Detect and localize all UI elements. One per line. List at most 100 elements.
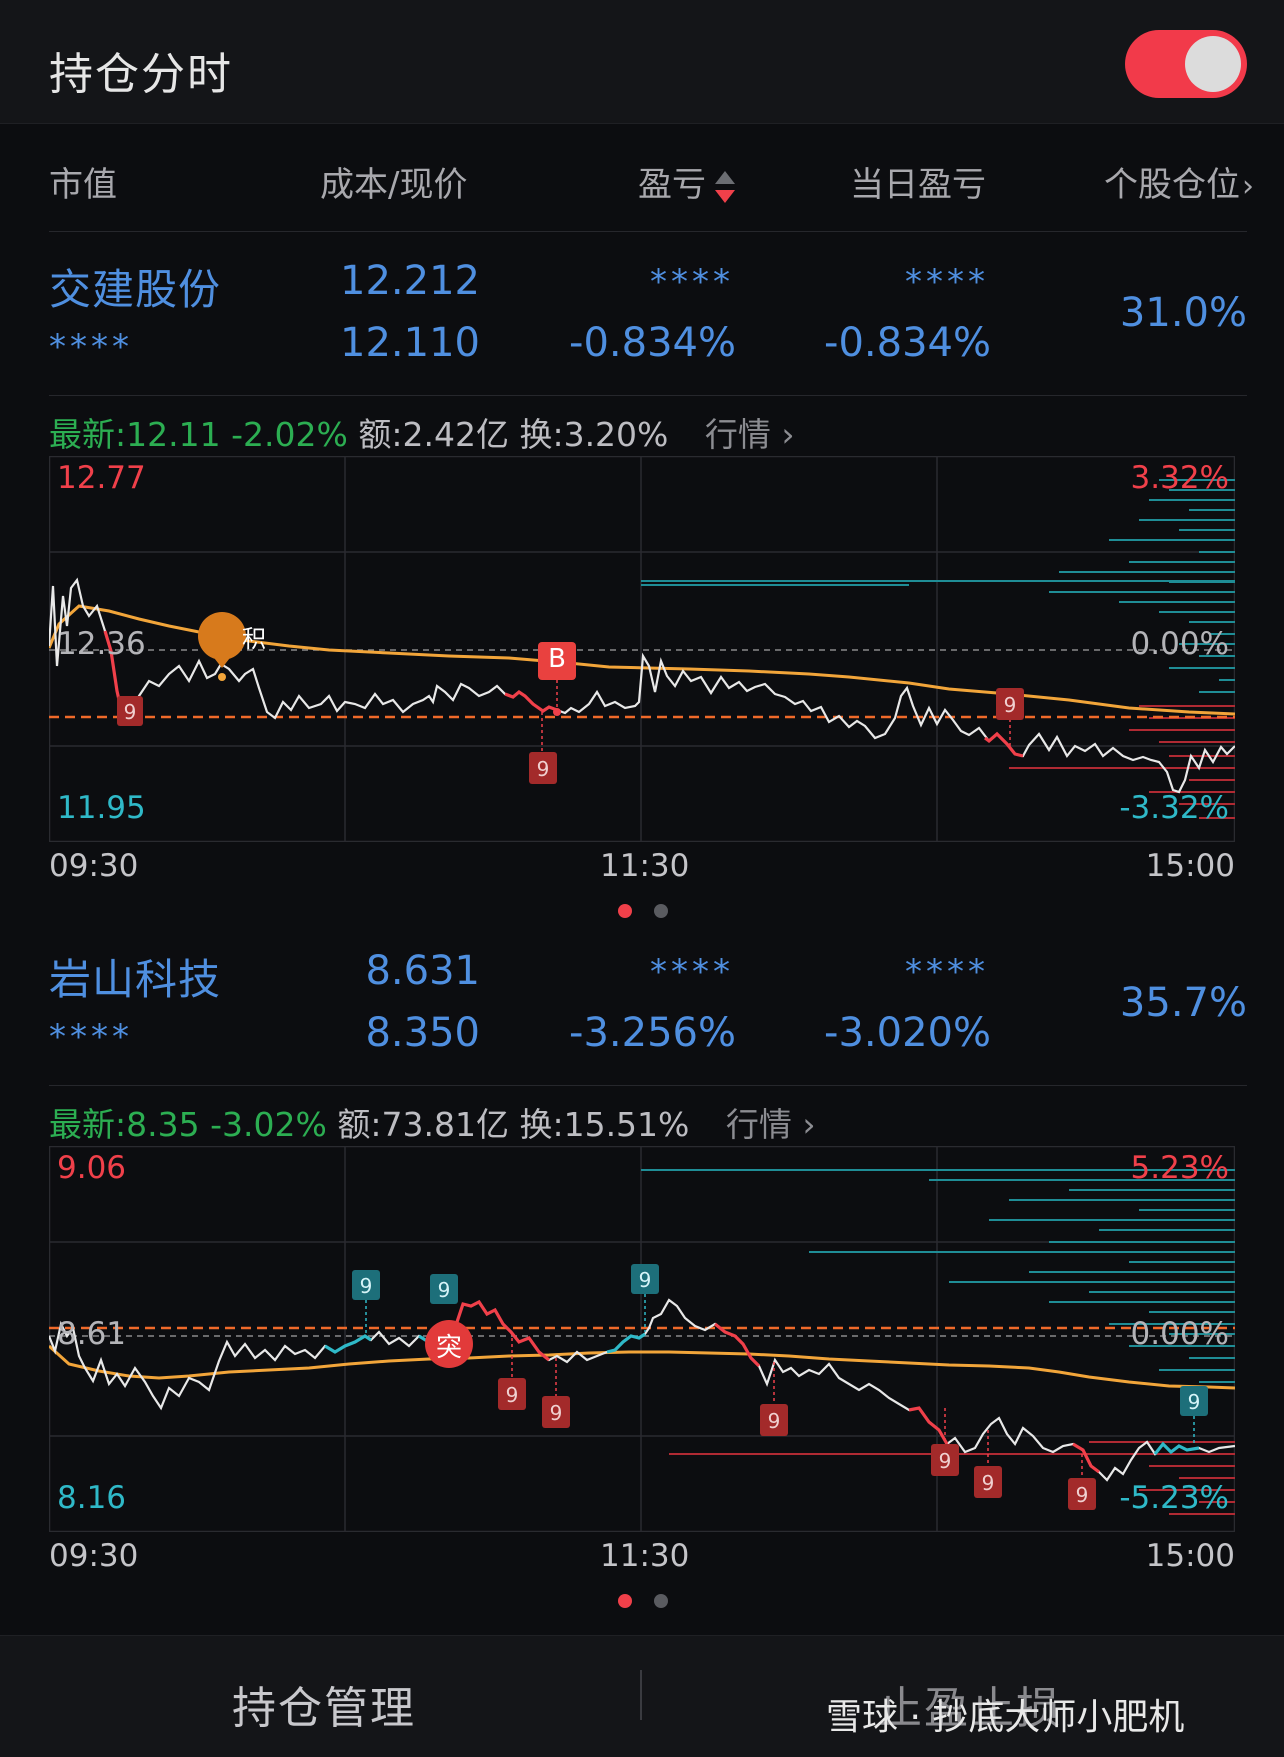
svg-text:9: 9: [1004, 693, 1017, 717]
day-pnl-masked: ****: [905, 952, 989, 992]
toggle-knob: [1185, 36, 1241, 92]
amount: 额:73.81亿: [337, 1105, 509, 1144]
price-low: 8.16: [57, 1480, 127, 1516]
stop-profit-loss-button[interactable]: 止盈止损: [878, 1683, 1062, 1734]
divider: [49, 395, 1247, 396]
svg-text:9: 9: [506, 1383, 519, 1407]
cost-value: 8.631: [365, 948, 480, 994]
svg-text:9: 9: [124, 700, 137, 724]
header-pnl[interactable]: 盈亏: [638, 157, 736, 206]
day-pnl-pct: -0.834%: [824, 320, 991, 366]
pnl-pct: -0.834%: [569, 320, 736, 366]
top-bar: 持仓分时: [0, 0, 1284, 124]
svg-text:9: 9: [768, 1409, 781, 1433]
svg-text:9: 9: [438, 1278, 451, 1302]
ji-marker: [198, 612, 246, 681]
signal-marker: 9: [1068, 1448, 1096, 1510]
quote-link-label: 行情: [704, 415, 771, 454]
price-mid: 8.61: [57, 1316, 127, 1352]
masked-market-value: ****: [49, 1017, 133, 1057]
stock-name[interactable]: 岩山科技: [49, 955, 222, 1004]
time-mid: 11:30: [600, 1538, 690, 1574]
pct-mid: 0.00%: [1130, 1316, 1229, 1352]
header-cost-price[interactable]: 成本/现价: [320, 165, 468, 205]
svg-text:9: 9: [939, 1449, 952, 1473]
signal-marker: 9: [931, 1408, 959, 1476]
time-end: 15:00: [1145, 848, 1235, 884]
quote-link[interactable]: 行情 ›: [726, 1105, 816, 1144]
bottom-bar: 持仓管理 止盈止损: [0, 1635, 1284, 1757]
chart-1-svg: 9 9 9: [49, 456, 1235, 842]
page-title: 持仓分时: [49, 49, 233, 100]
page-indicator[interactable]: [618, 904, 678, 918]
price-low: 11.95: [57, 790, 146, 826]
day-pnl-masked: ****: [905, 262, 989, 302]
pct-low: -5.23%: [1119, 1480, 1229, 1516]
change-pct: -2.02%: [231, 415, 348, 454]
intraday-chart-1[interactable]: 9 9 9 积 B 12.77 12.36 11.95 3.32% 0.00% …: [49, 456, 1235, 842]
bottom-separator: [640, 1670, 642, 1720]
svg-text:9: 9: [550, 1401, 563, 1425]
svg-text:9: 9: [1188, 1390, 1201, 1414]
chevron-right-icon: ›: [791, 1105, 816, 1144]
ji-marker-label: 积: [242, 625, 266, 653]
svg-text:9: 9: [360, 1274, 373, 1298]
position-pct: 35.7%: [1119, 980, 1247, 1026]
turnover: 换:3.20%: [519, 415, 669, 454]
signal-marker: 9: [996, 688, 1024, 746]
watermark: 雪球 · 抄底大师小肥机: [826, 1697, 1185, 1738]
divider: [49, 231, 1247, 232]
latest-price: 最新:8.35: [49, 1105, 200, 1144]
amount: 额:2.42亿: [358, 415, 509, 454]
quote-line: 最新:12.11 -2.02% 额:2.42亿 换:3.20% 行情 ›: [49, 408, 795, 456]
page-dot: [654, 1594, 668, 1608]
day-pnl-pct: -3.020%: [824, 1010, 991, 1056]
masked-market-value: ****: [49, 327, 133, 367]
turnover: 换:15.51%: [519, 1105, 690, 1144]
chart-2-svg: 9 9 9 9 9 9 9: [49, 1146, 1235, 1532]
pct-mid: 0.00%: [1130, 626, 1229, 662]
quote-link-label: 行情: [725, 1105, 792, 1144]
signal-marker: 9: [631, 1264, 659, 1332]
time-end: 15:00: [1145, 1538, 1235, 1574]
header-market-value[interactable]: 市值: [49, 165, 117, 205]
cost-value: 12.212: [340, 258, 480, 304]
manage-positions-button[interactable]: 持仓管理: [232, 1683, 416, 1734]
page-indicator[interactable]: [618, 1594, 678, 1608]
signal-marker: 9: [117, 696, 143, 726]
signal-marker: 9: [352, 1270, 380, 1334]
buy-marker-label: B: [548, 644, 566, 674]
header-day-pnl[interactable]: 当日盈亏: [850, 165, 986, 205]
price-value: 8.350: [365, 1010, 480, 1056]
intraday-chart-2[interactable]: 9 9 9 9 9 9 9: [49, 1146, 1235, 1532]
price-value: 12.110: [340, 320, 480, 366]
signal-marker: 9: [430, 1274, 458, 1304]
price-mid: 12.36: [57, 626, 146, 662]
breakout-marker-label: 突: [435, 1333, 463, 1363]
header-pnl-label: 盈亏: [638, 165, 706, 205]
svg-text:9: 9: [1076, 1483, 1089, 1507]
price-high: 12.77: [57, 460, 146, 496]
quote-link[interactable]: 行情 ›: [705, 415, 795, 454]
latest-price: 最新:12.11: [49, 415, 221, 454]
quote-line: 最新:8.35 -3.02% 额:73.81亿 换:15.51% 行情 ›: [49, 1098, 816, 1146]
pct-high: 5.23%: [1130, 1150, 1229, 1186]
pct-low: -3.32%: [1119, 790, 1229, 826]
signal-marker: 9: [974, 1430, 1002, 1498]
header-position[interactable]: 个股仓位›: [1104, 157, 1254, 206]
header-position-label: 个股仓位: [1104, 165, 1240, 205]
signal-marker: 9: [760, 1362, 788, 1436]
price-high: 9.06: [57, 1150, 127, 1186]
time-start: 09:30: [49, 848, 139, 884]
stock-name[interactable]: 交建股份: [49, 265, 222, 314]
position-pct: 31.0%: [1119, 290, 1247, 336]
chevron-right-icon: ›: [1242, 169, 1254, 204]
svg-text:9: 9: [639, 1268, 652, 1292]
chart-toggle[interactable]: [1125, 30, 1247, 98]
column-header: 市值 成本/现价 盈亏 当日盈亏 个股仓位›: [0, 124, 1284, 232]
pnl-pct: -3.256%: [569, 1010, 736, 1056]
page-dot: [654, 904, 668, 918]
change-pct: -3.02%: [210, 1105, 327, 1144]
sort-icon: [714, 169, 736, 205]
divider: [49, 1085, 1247, 1086]
